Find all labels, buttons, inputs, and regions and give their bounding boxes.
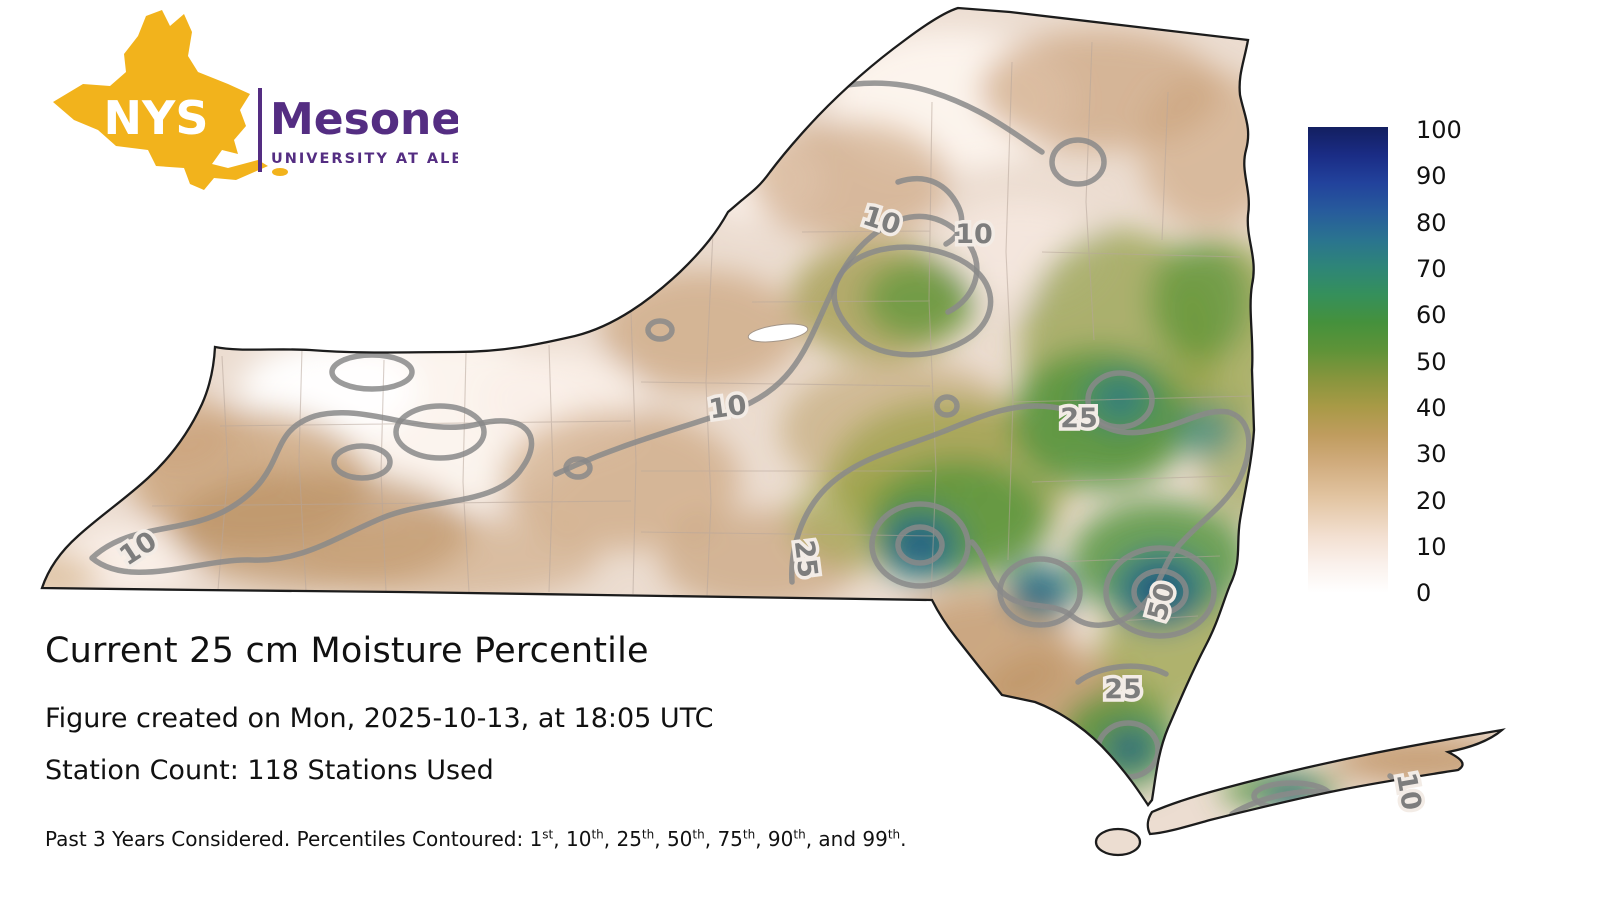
ordinal-suffix: th: [641, 827, 655, 842]
colorbar-tick: 50: [1416, 348, 1447, 376]
logo-affiliation: UNIVERSITY AT ALBANY: [271, 151, 458, 167]
percentile-value: 75: [717, 827, 743, 851]
contour-label: 10: [1390, 770, 1427, 812]
percentile-value: 99: [862, 827, 888, 851]
colorbar-tick: 30: [1416, 440, 1447, 468]
colorbar-tick: 70: [1416, 255, 1447, 283]
logo-acronym: NYS: [104, 91, 209, 145]
footnote-lead: Past 3 Years Considered. Percentiles Con…: [45, 827, 530, 851]
colorbar-tick: 40: [1416, 394, 1447, 422]
ordinal-suffix: th: [887, 827, 901, 842]
colorbar-tick: 10: [1416, 533, 1447, 561]
state-outline: [40, 6, 1506, 857]
contour-label: 25: [1060, 403, 1098, 434]
footnote-tail: .: [900, 827, 907, 851]
contour-label: 10: [707, 390, 749, 426]
station-count: Station Count: 118 Stations Used: [45, 755, 494, 786]
colorbar-tick: 80: [1416, 209, 1447, 237]
contour-label: 25: [788, 538, 823, 579]
percentile-value: 50: [666, 827, 693, 851]
percentile-value: 25: [616, 827, 642, 851]
ordinal-suffix: th: [793, 827, 806, 842]
ordinal-suffix: th: [742, 827, 756, 842]
contour-labels: 10 10 10 10 25 25 25 50 10: [111, 197, 1431, 816]
percentile-value: 10: [565, 827, 592, 851]
colorbar-tick: 0: [1416, 579, 1432, 607]
contour-label: 25: [1104, 674, 1142, 705]
figure-title: Current 25 cm Moisture Percentile: [45, 631, 649, 671]
colorbar-tick: 90: [1416, 162, 1447, 190]
ordinal-suffix: st: [542, 827, 554, 842]
colorbar-tick: 100: [1416, 116, 1462, 144]
ordinal-suffix: th: [591, 827, 604, 842]
oneida-lake: [747, 323, 809, 343]
colorbar-gradient: [1308, 127, 1388, 593]
footnote: Past 3 Years Considered. Percentiles Con…: [45, 827, 907, 851]
colorbar-tick: 20: [1416, 487, 1447, 515]
contour-label: 10: [955, 219, 993, 250]
logo-name: Mesonet: [270, 94, 458, 145]
ny-state-logo-shape: [53, 10, 268, 190]
percentile-value: 90: [767, 827, 794, 851]
percentile-value: 1: [529, 827, 543, 851]
colorbar-tick: 60: [1416, 301, 1447, 329]
nys-mesonet-logo: NYS Mesonet UNIVERSITY AT ALBANY: [53, 10, 458, 190]
created-timestamp: Figure created on Mon, 2025-10-13, at 18…: [45, 703, 714, 734]
logo-island-dot: [272, 168, 288, 176]
ordinal-suffix: th: [692, 827, 705, 842]
